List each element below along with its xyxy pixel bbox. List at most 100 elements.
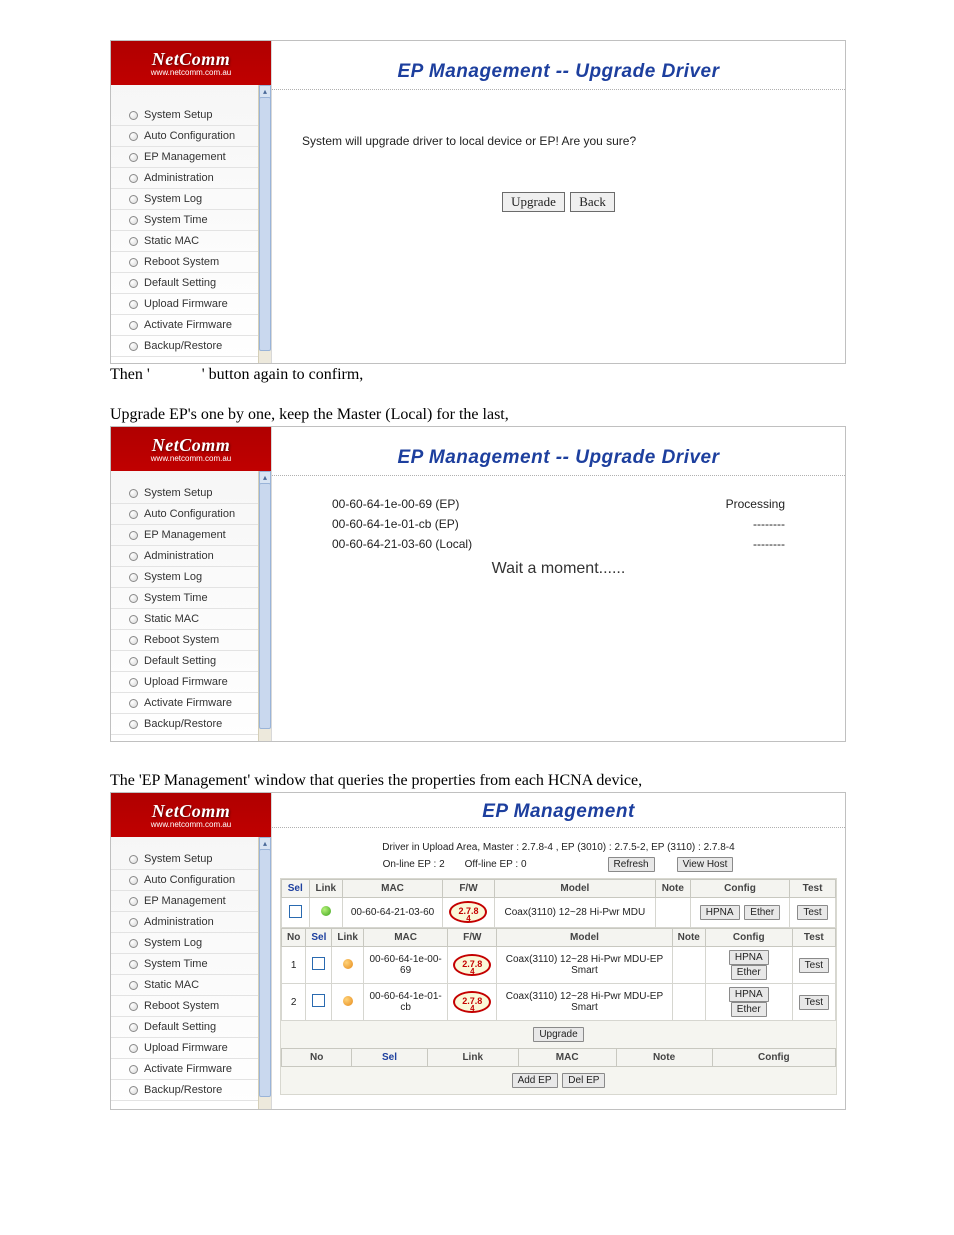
test-button[interactable]: Test — [797, 905, 827, 920]
sidebar-item[interactable]: Backup/Restore — [111, 714, 271, 735]
sidebar-item[interactable]: Upload Firmware — [111, 294, 271, 315]
sidebar-item[interactable]: Backup/Restore — [111, 1080, 271, 1101]
sidebar-item[interactable]: System Time — [111, 210, 271, 231]
note-cell — [672, 947, 705, 984]
sidebar-item[interactable]: System Setup — [111, 849, 271, 870]
link-led-icon — [343, 996, 353, 1006]
sidebar-item-label: Upload Firmware — [144, 298, 228, 310]
sidebar-item[interactable]: Administration — [111, 912, 271, 933]
sidebar-item[interactable]: Administration — [111, 168, 271, 189]
sidebar-item[interactable]: Activate Firmware — [111, 693, 271, 714]
hpna-button[interactable]: HPNA — [729, 987, 769, 1002]
column-header: No — [282, 929, 306, 947]
sidebar-item[interactable]: Reboot System — [111, 996, 271, 1017]
del-ep-button[interactable]: Del EP — [562, 1073, 605, 1088]
select-checkbox[interactable] — [289, 905, 302, 918]
radio-icon — [129, 321, 138, 330]
sidebar-item[interactable]: System Time — [111, 588, 271, 609]
sidebar-item[interactable]: Default Setting — [111, 273, 271, 294]
sidebar-item-label: System Log — [144, 937, 202, 949]
sidebar-item-label: Upload Firmware — [144, 1042, 228, 1054]
sidebar-item[interactable]: System Time — [111, 954, 271, 975]
add-ep-button[interactable]: Add EP — [512, 1073, 558, 1088]
sidebar-item[interactable]: System Log — [111, 567, 271, 588]
refresh-button[interactable]: Refresh — [608, 857, 655, 872]
master-table: SelLinkMACF/WModelNoteConfigTest 00-60-6… — [281, 879, 836, 928]
sidebar-scrollbar[interactable]: ▴ — [258, 837, 271, 1109]
back-button[interactable]: Back — [570, 192, 615, 212]
fw-badge: 2.7.84 — [453, 991, 491, 1013]
ether-button[interactable]: Ether — [731, 965, 767, 980]
radio-icon — [129, 699, 138, 708]
logo-url: www.netcomm.com.au — [151, 68, 231, 77]
ep-online-table: NoSelLinkMACF/WModelNoteConfigTest 100-6… — [281, 928, 836, 1021]
radio-icon — [129, 876, 138, 885]
view-host-button[interactable]: View Host — [677, 857, 734, 872]
sidebar-item[interactable]: Activate Firmware — [111, 315, 271, 336]
sidebar-item[interactable]: Auto Configuration — [111, 504, 271, 525]
radio-icon — [129, 594, 138, 603]
sidebar-item[interactable]: Default Setting — [111, 1017, 271, 1038]
column-header: F/W — [448, 929, 497, 947]
radio-icon — [129, 216, 138, 225]
select-checkbox[interactable] — [312, 957, 325, 970]
sidebar-item[interactable]: Upload Firmware — [111, 672, 271, 693]
sidebar-item[interactable]: Auto Configuration — [111, 126, 271, 147]
scroll-thumb[interactable] — [259, 483, 271, 729]
logo-brand: NetComm — [152, 801, 231, 822]
select-checkbox[interactable] — [312, 994, 325, 1007]
sidebar-item[interactable]: EP Management — [111, 147, 271, 168]
ether-button[interactable]: Ether — [744, 905, 780, 920]
sidebar-item[interactable]: Administration — [111, 546, 271, 567]
ether-button[interactable]: Ether — [731, 1002, 767, 1017]
sidebar-item-label: EP Management — [144, 529, 226, 541]
sidebar-item[interactable]: EP Management — [111, 891, 271, 912]
sidebar-item[interactable]: Activate Firmware — [111, 1059, 271, 1080]
model-cell: Coax(3110) 12~28 Hi-Pwr MDU-EP Smart — [497, 984, 672, 1021]
upgrade-progress-panel: NetComm www.netcomm.com.au ▴ System Setu… — [110, 426, 846, 742]
page-title: EP Management -- Upgrade Driver — [397, 61, 719, 82]
column-header: Link — [427, 1049, 518, 1067]
sidebar-item-label: Auto Configuration — [144, 130, 235, 142]
sidebar-scrollbar[interactable]: ▴ — [258, 471, 271, 741]
hpna-button[interactable]: HPNA — [729, 950, 769, 965]
sidebar-item-label: Default Setting — [144, 655, 216, 667]
column-header: Link — [309, 880, 342, 898]
sidebar-item[interactable]: Backup/Restore — [111, 336, 271, 357]
upgrade-button[interactable]: Upgrade — [502, 192, 565, 212]
sidebar: NetComm www.netcomm.com.au ▴ System Setu… — [111, 41, 272, 363]
column-header: Model — [497, 929, 672, 947]
test-button[interactable]: Test — [799, 958, 829, 973]
upgrade-button[interactable]: Upgrade — [533, 1027, 583, 1042]
test-button[interactable]: Test — [799, 995, 829, 1010]
radio-icon — [129, 174, 138, 183]
sidebar-item-label: System Time — [144, 958, 208, 970]
sidebar-item[interactable]: Default Setting — [111, 651, 271, 672]
scroll-thumb[interactable] — [259, 97, 271, 351]
radio-icon — [129, 237, 138, 246]
sidebar-item[interactable]: EP Management — [111, 525, 271, 546]
radio-icon — [129, 615, 138, 624]
sidebar-item[interactable]: Reboot System — [111, 252, 271, 273]
sidebar-item[interactable]: Static MAC — [111, 609, 271, 630]
scroll-thumb[interactable] — [259, 849, 271, 1097]
sidebar-item[interactable]: System Setup — [111, 105, 271, 126]
sidebar-item-label: Administration — [144, 172, 214, 184]
column-header: MAC — [343, 880, 443, 898]
no-cell: 2 — [282, 984, 306, 1021]
caption-3: The 'EP Management' window that queries … — [110, 772, 844, 790]
sidebar-item[interactable]: Upload Firmware — [111, 1038, 271, 1059]
note-cell — [655, 898, 690, 928]
column-header: Config — [690, 880, 789, 898]
sidebar-item[interactable]: Reboot System — [111, 630, 271, 651]
sidebar-item[interactable]: System Setup — [111, 483, 271, 504]
sidebar-item[interactable]: Static MAC — [111, 231, 271, 252]
hpna-button[interactable]: HPNA — [700, 905, 740, 920]
radio-icon — [129, 531, 138, 540]
sidebar-item[interactable]: Auto Configuration — [111, 870, 271, 891]
link-led-icon — [321, 906, 331, 916]
sidebar-item[interactable]: System Log — [111, 189, 271, 210]
sidebar-item[interactable]: Static MAC — [111, 975, 271, 996]
sidebar-scrollbar[interactable]: ▴ — [258, 85, 271, 363]
sidebar-item[interactable]: System Log — [111, 933, 271, 954]
